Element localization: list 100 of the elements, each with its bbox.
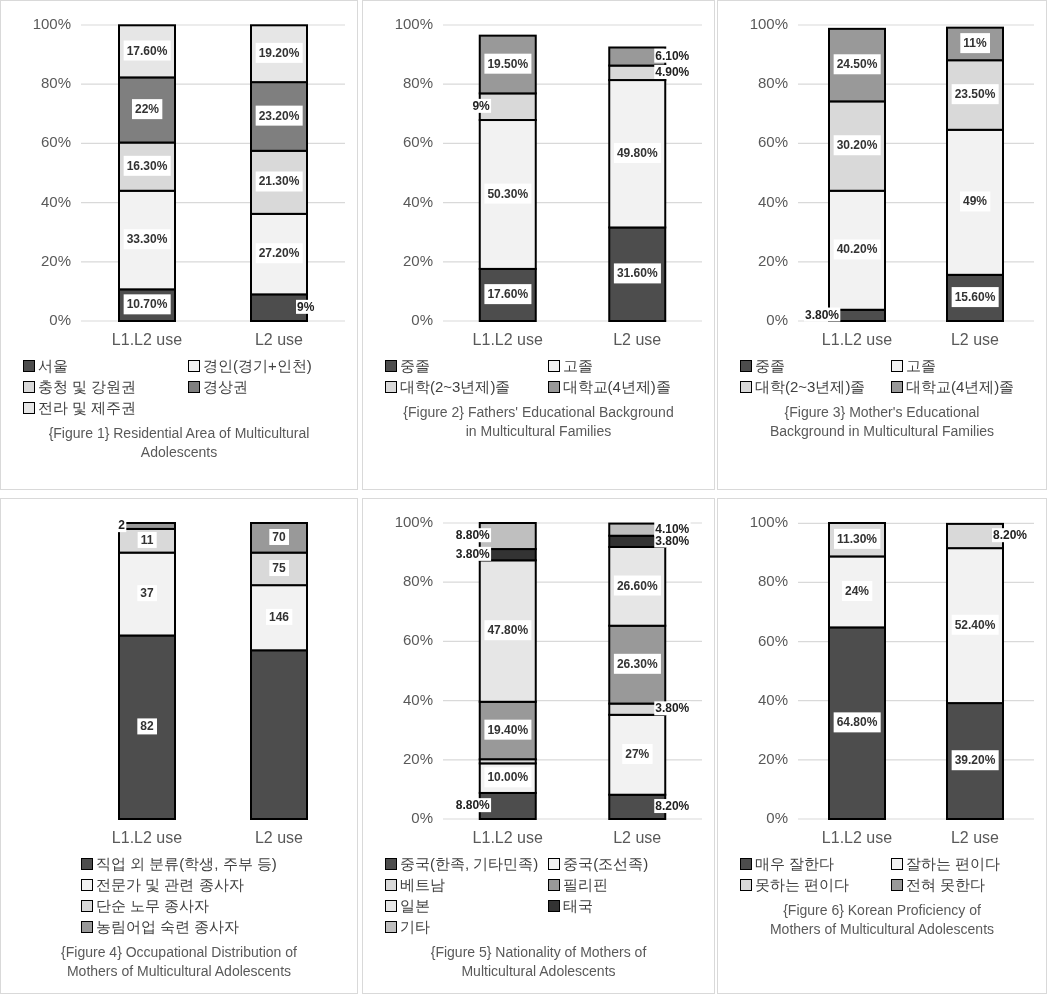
y-tick-label: 100% bbox=[32, 14, 71, 32]
data-label: 15.60% bbox=[954, 290, 996, 305]
legend-label: 태국 bbox=[563, 896, 594, 916]
y-tick-label: 80% bbox=[757, 572, 788, 590]
data-label: 3.80% bbox=[655, 701, 690, 716]
text: {Figure 2} Fathers' Educational Background in Multicultural Families bbox=[402, 403, 675, 441]
x-tick-label: L2 use bbox=[254, 331, 304, 348]
annotation: 11 bbox=[140, 532, 154, 547]
legend-label: 베트남 bbox=[400, 875, 445, 895]
data-label: 21.30% bbox=[258, 174, 300, 189]
data-label: 8.20% bbox=[655, 799, 690, 814]
data-label: 8.80% bbox=[455, 528, 491, 543]
data-label: 3.80% bbox=[455, 546, 491, 561]
legend-label: 중졸 bbox=[400, 356, 430, 376]
data-label: 17.60% bbox=[487, 287, 529, 302]
y-tick-label: 0% bbox=[49, 310, 71, 328]
x-tick-label: L2 use bbox=[613, 331, 662, 348]
legend-label: 충청 및 강원권 bbox=[38, 377, 137, 397]
data-label: 8.80% bbox=[455, 798, 491, 813]
legend-label: 중졸 bbox=[755, 356, 785, 376]
y-tick-label: 60% bbox=[402, 631, 433, 649]
legend-label: 단순 노무 종사자 bbox=[96, 896, 210, 916]
data-label: 17.60% bbox=[126, 43, 168, 58]
data-label: 49.80% bbox=[616, 145, 658, 160]
data-label: 24.50% bbox=[836, 57, 878, 72]
legend-label: 전문가 및 관련 종사자 bbox=[96, 875, 244, 895]
x-tick-label: L1.L2 use bbox=[111, 829, 183, 846]
data-label: 19.40% bbox=[487, 722, 529, 737]
data-label: 19.50% bbox=[487, 56, 529, 71]
y-tick-label: 20% bbox=[40, 251, 71, 269]
x-tick-label: L2 use bbox=[254, 829, 304, 846]
legend-label: 경인(경기+인천) bbox=[203, 356, 312, 376]
data-label: 11% bbox=[963, 36, 988, 51]
data-label: 8.20% bbox=[993, 528, 1028, 543]
x-tick-label: L1.L2 use bbox=[472, 331, 543, 348]
x-tick-label: L1.L2 use bbox=[821, 829, 893, 846]
data-label: 40.20% bbox=[836, 242, 878, 257]
annotation: 2 bbox=[118, 518, 126, 533]
text: {Figure 4} Occupational Distribution of Mothers of Multicultural Adolescents bbox=[60, 943, 298, 981]
y-tick-label: 0% bbox=[411, 808, 433, 826]
y-tick-label: 0% bbox=[766, 310, 788, 328]
data-label: 23.50% bbox=[954, 87, 996, 102]
y-tick-label: 80% bbox=[402, 572, 433, 590]
y-tick-label: 100% bbox=[394, 512, 433, 530]
y-tick-label: 20% bbox=[757, 749, 788, 767]
data-label: 27.20% bbox=[258, 246, 300, 261]
text: {Figure 3} Mother's Educational Background in Multicultural Families bbox=[768, 403, 996, 441]
legend-label: 대학교(4년제)졸 bbox=[906, 377, 1015, 397]
data-label: 26.30% bbox=[616, 656, 658, 671]
legend-label: 필리핀 bbox=[563, 875, 609, 895]
y-tick-label: 40% bbox=[402, 192, 433, 210]
y-tick-label: 100% bbox=[394, 14, 433, 32]
data-label: 11.30% bbox=[836, 531, 878, 546]
x-tick-label: L1.L2 use bbox=[472, 829, 543, 846]
x-tick-label: L2 use bbox=[613, 829, 662, 846]
legend-label: 기타 bbox=[400, 917, 430, 937]
y-tick-label: 20% bbox=[402, 749, 433, 767]
data-label: 50.30% bbox=[487, 186, 529, 201]
y-tick-label: 60% bbox=[40, 133, 71, 151]
data-label: 19.20% bbox=[258, 45, 300, 60]
y-tick-label: 60% bbox=[402, 133, 433, 151]
legend-label: 대학(2~3년제)졸 bbox=[755, 377, 866, 397]
y-tick-label: 20% bbox=[757, 251, 788, 269]
y-tick-label: 40% bbox=[402, 690, 433, 708]
data-label: 31.60% bbox=[616, 266, 658, 281]
data-label: 16.30% bbox=[126, 158, 168, 173]
legend-label: 잘하는 편이다 bbox=[906, 854, 1001, 874]
y-tick-label: 20% bbox=[402, 251, 433, 269]
data-label: 30.20% bbox=[836, 138, 878, 153]
legend-label: 고졸 bbox=[562, 356, 593, 376]
y-tick-label: 40% bbox=[40, 192, 71, 210]
data-label: 47.80% bbox=[487, 623, 529, 638]
text: {Figure 5} Nationality of Mothers of Multicultural Adolescents bbox=[429, 943, 648, 981]
x-tick-label: L1.L2 use bbox=[821, 331, 893, 348]
y-tick-label: 80% bbox=[40, 74, 71, 92]
annotation: 37 bbox=[140, 586, 154, 601]
y-tick-label: 80% bbox=[402, 74, 433, 92]
legend-label: 중국(조선족) bbox=[563, 854, 649, 874]
y-tick-label: 60% bbox=[757, 631, 788, 649]
data-label: 4.10% bbox=[655, 521, 690, 536]
data-label: 9% bbox=[297, 299, 315, 314]
legend-label: 매우 잘한다 bbox=[755, 854, 835, 874]
data-label: 22% bbox=[134, 102, 160, 117]
legend-label: 중국(한족, 기타민족) bbox=[400, 854, 539, 874]
legend-label: 대학(2~3년제)졸 bbox=[400, 377, 511, 397]
text: {Figure 6} Korean Proficiency of Mothers of Multicultural Adolescents bbox=[768, 901, 996, 939]
y-tick-label: 100% bbox=[749, 513, 788, 531]
y-tick-label: 80% bbox=[757, 74, 788, 92]
annotation: 75 bbox=[272, 561, 286, 576]
data-label: 6.10% bbox=[655, 48, 690, 63]
data-label: 3.80% bbox=[655, 533, 690, 548]
legend-label: 전라 및 제주권 bbox=[38, 398, 137, 418]
data-label: 52.40% bbox=[954, 617, 996, 632]
legend-label: 고졸 bbox=[906, 356, 936, 376]
data-label: 26.60% bbox=[616, 578, 658, 593]
legend-label: 농림어업 숙련 종사자 bbox=[96, 917, 240, 937]
data-label: 3.80% bbox=[804, 307, 840, 322]
legend-label: 서울 bbox=[38, 356, 68, 376]
y-tick-label: 100% bbox=[749, 14, 788, 32]
annotation: 146 bbox=[268, 609, 290, 624]
